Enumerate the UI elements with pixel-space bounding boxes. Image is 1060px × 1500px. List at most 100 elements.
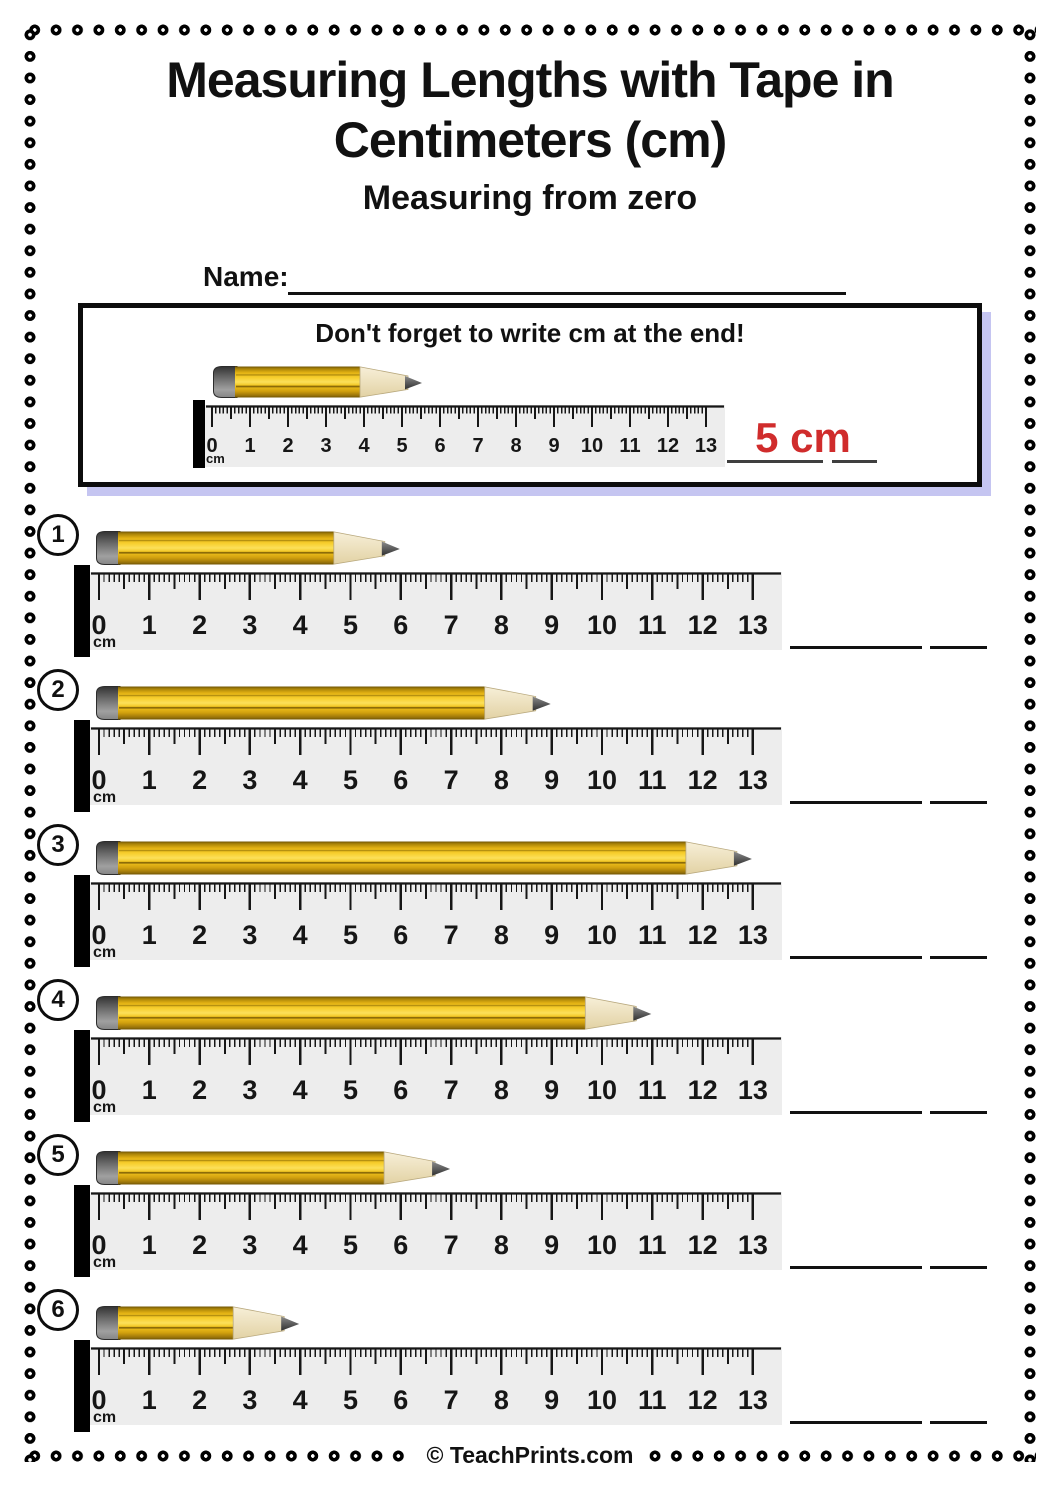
answer-line-long[interactable] [790, 1266, 922, 1269]
page-title: Measuring Lengths with Tape in Centimete… [0, 50, 1060, 218]
pencil-graphic [213, 366, 423, 403]
zero-marker-bar [74, 1185, 90, 1277]
svg-text:11: 11 [619, 435, 640, 457]
answer-line-short[interactable] [832, 460, 877, 463]
answer-line-short[interactable] [930, 956, 987, 959]
svg-text:9: 9 [544, 1385, 559, 1415]
svg-text:1: 1 [142, 610, 157, 640]
svg-text:8: 8 [494, 920, 509, 950]
name-label: Name: [203, 261, 289, 292]
question-number-badge: 2 [37, 669, 79, 711]
svg-text:1: 1 [142, 1385, 157, 1415]
svg-text:10: 10 [581, 435, 603, 457]
pencil-graphic [96, 531, 401, 570]
svg-text:6: 6 [393, 1075, 408, 1105]
svg-text:11: 11 [638, 1230, 667, 1260]
svg-text:0: 0 [91, 1230, 106, 1260]
svg-text:4: 4 [293, 1075, 308, 1105]
svg-text:6: 6 [434, 435, 445, 457]
svg-text:cm: cm [93, 944, 116, 960]
svg-text:8: 8 [494, 1385, 509, 1415]
svg-text:4: 4 [293, 765, 308, 795]
answer-line-long[interactable] [790, 956, 922, 959]
svg-text:3: 3 [242, 1075, 257, 1105]
answer-line-short[interactable] [930, 1266, 987, 1269]
answer-line-short[interactable] [930, 1421, 987, 1424]
example-answer-text: 5 cm [755, 414, 851, 461]
answer-line-short[interactable] [930, 1111, 987, 1114]
svg-text:1: 1 [142, 1230, 157, 1260]
pencil-graphic [96, 996, 652, 1035]
pencil-graphic [96, 686, 552, 725]
svg-text:13: 13 [695, 435, 717, 457]
svg-text:1: 1 [244, 435, 255, 457]
svg-text:13: 13 [738, 920, 768, 950]
answer-line-long[interactable] [790, 1421, 922, 1424]
svg-text:6: 6 [393, 610, 408, 640]
question-row: 1 0 1 2 3 4 5 6 7 8 9 10 11 12 13 cm [0, 514, 1060, 670]
question-row: 3 0 1 2 3 4 5 6 7 8 9 10 11 12 13 cm [0, 824, 1060, 980]
svg-text:3: 3 [320, 435, 331, 457]
svg-text:6: 6 [393, 1230, 408, 1260]
svg-text:2: 2 [192, 1230, 207, 1260]
svg-text:1: 1 [142, 1075, 157, 1105]
svg-text:12: 12 [688, 610, 718, 640]
svg-text:3: 3 [242, 1385, 257, 1415]
svg-text:3: 3 [242, 610, 257, 640]
answer-line-short[interactable] [930, 646, 987, 649]
svg-text:2: 2 [192, 1075, 207, 1105]
svg-text:6: 6 [393, 1385, 408, 1415]
svg-text:10: 10 [587, 765, 617, 795]
svg-text:7: 7 [444, 765, 459, 795]
ruler-graphic: 0 1 2 3 4 5 6 7 8 9 10 11 12 13 cm [90, 1037, 782, 1120]
page-title-line1: Measuring Lengths with Tape in [166, 52, 894, 108]
svg-text:cm: cm [93, 789, 116, 805]
svg-text:10: 10 [587, 920, 617, 950]
answer-line-long[interactable] [727, 460, 823, 463]
svg-text:8: 8 [494, 1230, 509, 1260]
svg-text:9: 9 [548, 435, 559, 457]
svg-text:2: 2 [192, 765, 207, 795]
svg-text:7: 7 [444, 1075, 459, 1105]
svg-text:9: 9 [544, 610, 559, 640]
answer-line-short[interactable] [930, 801, 987, 804]
svg-text:1: 1 [142, 765, 157, 795]
zero-marker-bar [74, 1030, 90, 1122]
svg-text:7: 7 [444, 1385, 459, 1415]
svg-text:13: 13 [738, 1385, 768, 1415]
svg-text:3: 3 [242, 920, 257, 950]
svg-text:13: 13 [738, 610, 768, 640]
svg-text:11: 11 [638, 920, 667, 950]
svg-text:5: 5 [343, 1075, 358, 1105]
question-number-badge: 3 [37, 824, 79, 866]
ruler-graphic: 0 1 2 3 4 5 6 7 8 9 10 11 12 13 cm [90, 1192, 782, 1275]
question-row: 2 0 1 2 3 4 5 6 7 8 9 10 11 12 13 cm [0, 669, 1060, 825]
svg-text:0: 0 [91, 765, 106, 795]
svg-text:12: 12 [688, 1075, 718, 1105]
svg-text:1: 1 [142, 920, 157, 950]
svg-text:13: 13 [738, 765, 768, 795]
answer-line-long[interactable] [790, 1111, 922, 1114]
ruler-graphic: 0 1 2 3 4 5 6 7 8 9 10 11 12 13 cm [205, 405, 725, 472]
svg-text:6: 6 [393, 765, 408, 795]
dotted-border-right [1024, 24, 1036, 1462]
svg-text:4: 4 [358, 435, 370, 457]
answer-line-long[interactable] [790, 646, 922, 649]
svg-text:4: 4 [293, 610, 308, 640]
name-entry-line[interactable] [288, 268, 846, 295]
question-number-badge: 6 [37, 1289, 79, 1331]
footer-credit: © TeachPrints.com [410, 1440, 650, 1470]
svg-text:12: 12 [688, 765, 718, 795]
svg-text:7: 7 [444, 610, 459, 640]
svg-text:12: 12 [657, 435, 679, 457]
svg-text:cm: cm [93, 1254, 116, 1270]
svg-text:cm: cm [93, 634, 116, 650]
svg-text:5: 5 [343, 765, 358, 795]
svg-text:11: 11 [638, 610, 667, 640]
svg-text:12: 12 [688, 1385, 718, 1415]
pencil-graphic [96, 1151, 451, 1190]
svg-text:12: 12 [688, 1230, 718, 1260]
svg-text:5: 5 [396, 435, 407, 457]
answer-line-long[interactable] [790, 801, 922, 804]
svg-text:5: 5 [343, 1230, 358, 1260]
